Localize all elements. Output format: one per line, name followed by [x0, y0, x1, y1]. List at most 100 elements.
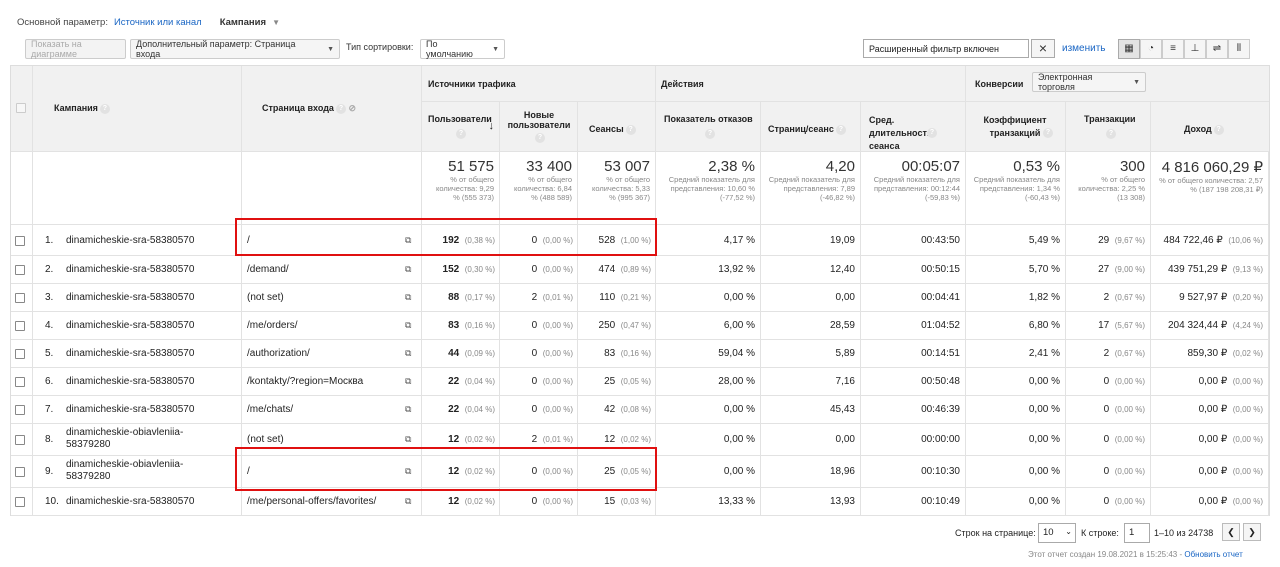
- revenue-header-label: Доход: [1184, 124, 1212, 134]
- campaign-header[interactable]: Кампания?: [33, 66, 242, 151]
- row-checkbox[interactable]: [15, 467, 25, 477]
- open-page-icon[interactable]: ⧉: [405, 376, 412, 386]
- secondary-dimension-select[interactable]: Дополнительный параметр: Страница входа …: [130, 39, 340, 59]
- sessions-cell-percent: (0,89 %): [620, 265, 651, 274]
- highlight-box-row-1: [235, 218, 657, 256]
- users-header[interactable]: Пользователи ↓ ?: [422, 102, 500, 151]
- campaign-link[interactable]: dinamicheskie-sra-58380570: [66, 496, 195, 507]
- row-checkbox[interactable]: [15, 265, 25, 275]
- conversion-rate-header[interactable]: Коэффициент транзакций ?: [966, 102, 1066, 151]
- campaign-link[interactable]: dinamicheskie-sra-58380570: [66, 320, 195, 331]
- select-all-checkbox[interactable]: [16, 103, 26, 113]
- table-view-button[interactable]: ▦: [1118, 39, 1140, 59]
- landing-page-link[interactable]: (not set): [247, 434, 284, 445]
- revenue-header[interactable]: Доход?: [1151, 102, 1269, 151]
- filter-input[interactable]: Расширенный фильтр включен: [863, 39, 1029, 58]
- open-page-icon[interactable]: ⧉: [405, 264, 412, 274]
- landing-page-link[interactable]: (not set): [247, 292, 284, 303]
- campaign-link[interactable]: dinamicheskie-sra-58380570: [66, 404, 195, 415]
- revenue-cell-value: 9 527,97 ₽: [1179, 292, 1228, 303]
- bounce-rate-header[interactable]: Показатель отказов ?: [656, 102, 761, 151]
- pie-view-button[interactable]: ◔: [1140, 39, 1162, 59]
- chevron-down-icon[interactable]: ▼: [272, 17, 280, 27]
- edit-filter-link[interactable]: изменить: [1062, 43, 1106, 54]
- conversions-label: Конверсии: [975, 79, 1024, 89]
- campaign-link[interactable]: dinamicheskie-sra-58380570: [66, 292, 195, 303]
- row-checkbox[interactable]: [15, 321, 25, 331]
- refresh-report-link[interactable]: Обновить отчет: [1184, 550, 1243, 559]
- row-checkbox[interactable]: [15, 435, 25, 445]
- avg-duration-header[interactable]: Сред. длительность сеанса ?: [861, 102, 966, 151]
- rows-per-page-select[interactable]: 10 ⌄: [1038, 523, 1076, 543]
- landing-page-header[interactable]: Страница входа? ⊘: [242, 66, 422, 151]
- open-page-icon[interactable]: ⧉: [405, 320, 412, 330]
- primary-dimension-link[interactable]: Источник или канал: [113, 16, 202, 28]
- campaign-link[interactable]: dinamicheskie-sra-58380570: [66, 348, 195, 359]
- new-users-cell-value: 0: [531, 376, 538, 387]
- transactions-header[interactable]: Транзакции ?: [1066, 102, 1151, 151]
- close-icon: ×: [1038, 40, 1048, 56]
- pivot-view-button[interactable]: ⦀: [1228, 39, 1250, 59]
- open-page-icon[interactable]: ⧉: [405, 348, 412, 358]
- landing-page-link[interactable]: /demand/: [247, 264, 289, 275]
- go-to-row-input[interactable]: 1: [1124, 523, 1150, 543]
- performance-view-button[interactable]: ≡: [1162, 39, 1184, 59]
- pages-per-session-header[interactable]: Страниц/сеанс?: [761, 102, 861, 151]
- row-checkbox[interactable]: [15, 235, 25, 246]
- campaign-link[interactable]: dinamicheskie-sra-58380570: [66, 264, 195, 275]
- comparison-view-button[interactable]: ⊥: [1184, 39, 1206, 59]
- landing-page-link[interactable]: /me/personal-offers/favorites/: [247, 496, 377, 507]
- total-revenue: 4 816 060,29 ₽ % от общего количества: 2…: [1151, 152, 1269, 224]
- new-users-cell-value: 0: [531, 404, 538, 415]
- term-cloud-view-button[interactable]: ⇌: [1206, 39, 1228, 59]
- row-number: 10.: [45, 496, 59, 507]
- row-checkbox[interactable]: [15, 377, 25, 387]
- revenue-cell: 0,00 ₽ (0,00 %): [1151, 376, 1263, 387]
- landing-page-link[interactable]: /: [247, 234, 250, 246]
- users-cell-percent: (0,04 %): [464, 405, 495, 414]
- open-page-icon[interactable]: ⧉: [405, 292, 412, 302]
- campaign-link[interactable]: dinamicheskie-obiavleniia-58379280: [66, 459, 184, 482]
- campaign-link[interactable]: dinamicheskie-sra-58380570: [66, 376, 195, 387]
- transactions-cell: 17 (5,67 %): [1066, 320, 1145, 331]
- landing-page-link[interactable]: /me/orders/: [247, 320, 298, 331]
- total-conv_rate-value: 0,53 %: [1013, 158, 1060, 175]
- avg-duration-cell: 00:43:50: [921, 234, 960, 246]
- new-users-cell-percent: (0,01 %): [542, 435, 573, 444]
- conversion-type-select[interactable]: Электронная торговля ▼: [1032, 72, 1146, 92]
- row-checkbox[interactable]: [15, 405, 25, 415]
- term-cloud-icon: ⇌: [1212, 43, 1222, 54]
- transactions-cell-value: 0: [1103, 496, 1110, 507]
- landing-page-link[interactable]: /me/chats/: [247, 404, 294, 415]
- sort-type-label: Тип сортировки:: [346, 42, 414, 52]
- new-users-cell: 0 (0,00 %): [500, 376, 573, 387]
- go-to-row-label: К строке:: [1081, 528, 1119, 538]
- plot-rows-button[interactable]: Показать на диаграмме: [25, 39, 126, 59]
- total-sessions-note: % от общего количества: 5,33 % (995 367): [591, 175, 650, 202]
- transactions-cell-percent: (0,67 %): [1114, 293, 1145, 302]
- open-page-icon[interactable]: ⧉: [405, 404, 412, 414]
- landing-page-link[interactable]: /authorization/: [247, 348, 310, 359]
- campaign-link[interactable]: dinamicheskie-sra-58380570: [66, 234, 195, 246]
- clear-filter-button[interactable]: ×: [1031, 39, 1055, 58]
- landing-page-link[interactable]: /kontakty/?region=Москва: [247, 376, 364, 387]
- row-checkbox[interactable]: [15, 293, 25, 303]
- campaign-link[interactable]: dinamicheskie-obiavleniia-58379280: [66, 427, 184, 450]
- sort-type-select[interactable]: По умолчанию ▼: [420, 39, 505, 59]
- landing-page-link[interactable]: /: [247, 466, 250, 477]
- row-checkbox[interactable]: [15, 497, 25, 507]
- new-users-header[interactable]: Новые пользователи ?: [500, 102, 578, 151]
- prev-page-button[interactable]: ❮: [1222, 523, 1240, 541]
- open-page-icon[interactable]: ⧉: [405, 234, 412, 245]
- open-page-icon[interactable]: ⧉: [405, 466, 412, 476]
- sessions-header[interactable]: Сеансы?: [578, 102, 656, 151]
- row-checkbox[interactable]: [15, 349, 25, 359]
- help-icon: ?: [927, 128, 937, 138]
- remove-dimension-icon[interactable]: ⊘: [348, 103, 357, 113]
- open-page-icon[interactable]: ⧉: [405, 496, 412, 506]
- current-dimension[interactable]: Кампания: [219, 16, 267, 28]
- users-cell-value: 22: [448, 376, 460, 387]
- open-page-icon[interactable]: ⧉: [405, 434, 412, 444]
- new-users-cell-percent: (0,00 %): [542, 377, 573, 386]
- next-page-button[interactable]: ❯: [1243, 523, 1261, 541]
